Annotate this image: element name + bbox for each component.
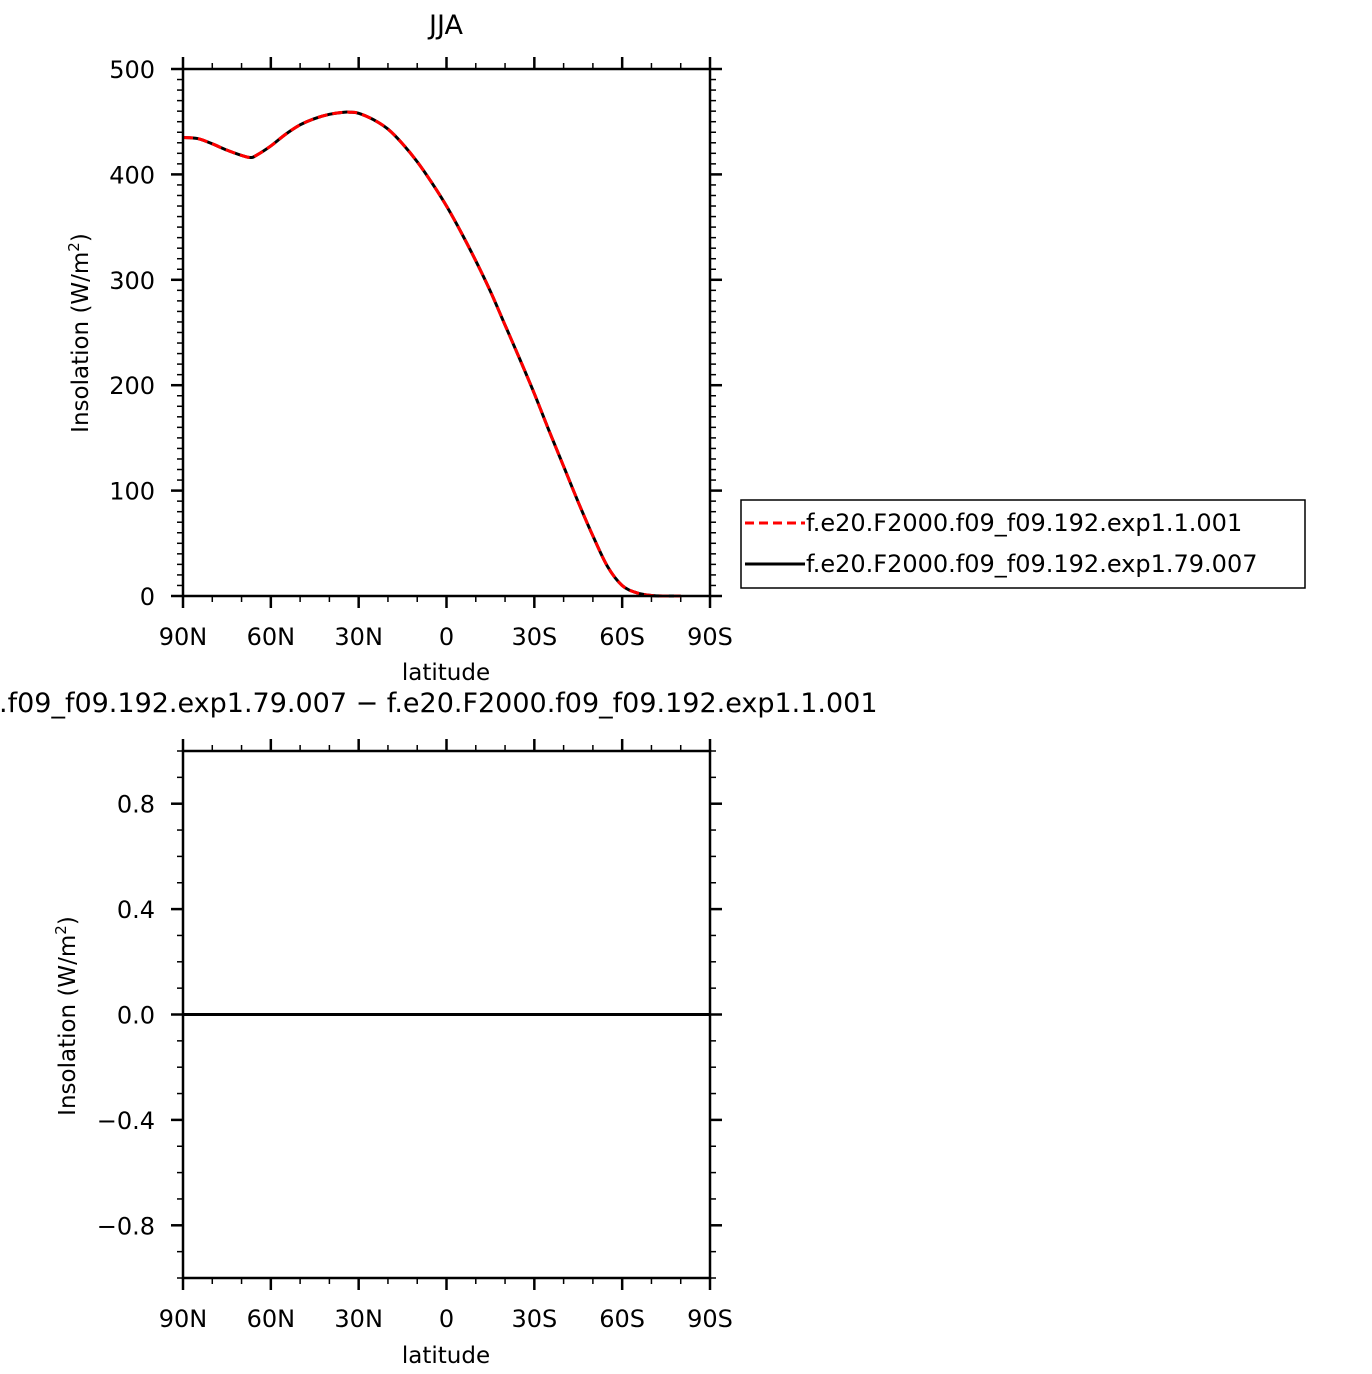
y-axis-label-sup: 2 [52,925,70,935]
series-line-1 [182,110,681,598]
chart-title: JJA [427,10,463,41]
y-tick-label: 300 [109,267,155,295]
x-tick-label: 30S [511,1305,557,1333]
x-tick-label: 90S [687,1305,733,1333]
y-tick-label: 200 [109,372,155,400]
y-tick-label: 0 [140,583,155,611]
x-tick-label: 0 [439,623,454,651]
x-tick-label: 30S [511,623,557,651]
x-tick-label: 0 [439,1305,454,1333]
legend-entry-series-2: f.e20.F2000.f09_f09.192.exp1.79.007 [806,550,1257,578]
difference-chart-title: .f09_f09.192.exp1.79.007 − f.e20.F2000.f… [0,688,878,719]
x-tick-label: 90N [159,623,208,651]
y-axis-label-close: ) [68,233,94,242]
x-tick-label: 90N [159,1305,208,1333]
y-axis-label: Insolation (W/m2) [65,233,94,433]
x-tick-label: 30N [334,1305,383,1333]
x-tick-label: 60S [599,1305,645,1333]
insolation-chart: JJA 0 100 200 300 400 500 90N 60N 30N 0 30S 60S 90S… [65,10,733,686]
legend: f.e20.F2000.f09_f09.192.exp1.1.001 f.e20… [740,499,1306,589]
legend-box [740,499,1306,589]
y-tick-label: 0.0 [117,1002,155,1030]
x-tick-label: 90S [687,623,733,651]
y-tick-label: 500 [109,56,155,84]
x-tick-labels: 90N 60N 30N 0 30S 60S 90S [159,623,733,651]
y-tick-label: −0.4 [97,1107,155,1135]
x-axis-label: latitude [402,660,490,686]
minor-ticks [177,63,716,602]
major-ticks [171,739,722,1290]
y-tick-label: 400 [109,161,155,189]
x-tick-label: 60N [247,1305,296,1333]
major-ticks [171,57,722,608]
y-tick-label: −0.8 [97,1212,155,1240]
y-axis-label: Insolation (W/m2) [52,916,81,1116]
series-lines [182,110,681,598]
y-tick-labels: −0.8 −0.4 0.0 0.4 0.8 [97,791,155,1241]
x-tick-labels: 90N 60N 30N 0 30S 60S 90S [159,1305,733,1333]
x-tick-label: 60S [599,623,645,651]
y-axis-label-close: ) [55,916,81,925]
y-tick-label: 0.4 [117,896,155,924]
difference-chart: .f09_f09.192.exp1.79.007 − f.e20.F2000.f… [0,688,878,1369]
y-axis-label-main: Insolation (W/m [68,252,94,433]
x-axis-label: latitude [402,1343,490,1369]
plot-frame [181,67,712,598]
x-tick-label: 60N [247,623,296,651]
series-line-2 [182,110,681,598]
x-tick-label: 30N [334,623,383,651]
legend-entry-series-1: f.e20.F2000.f09_f09.192.exp1.1.001 [806,509,1242,537]
y-axis-label-sup: 2 [65,242,83,252]
y-tick-label: 100 [109,478,155,506]
y-tick-labels: 0 100 200 300 400 500 [109,56,155,611]
plot-frame [181,749,712,1280]
y-tick-label: 0.8 [117,791,155,819]
y-axis-label-main: Insolation (W/m [55,935,81,1116]
